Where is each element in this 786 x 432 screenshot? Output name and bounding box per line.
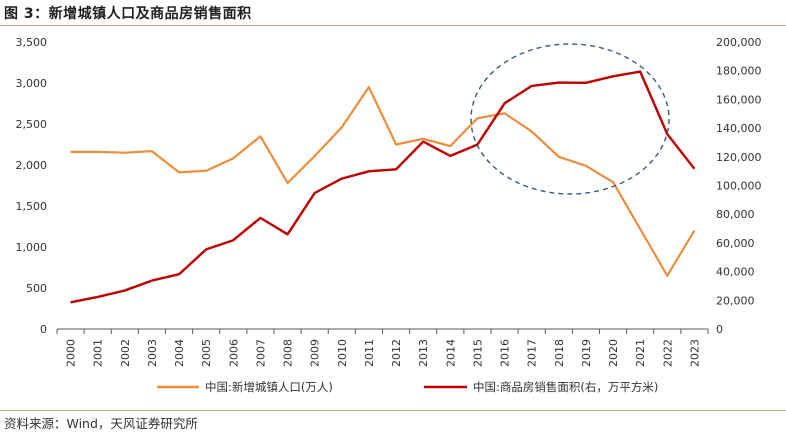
legend-label-commercial-housing-sales: 中国:商品房销售面积(右，万平方米)	[473, 380, 658, 394]
left-axis-tick-label: 3,500	[16, 36, 48, 49]
x-axis-ticks: 2000 2001 2002 2003 2004 2005 2006 2007 2008 2009…	[65, 339, 702, 367]
x-axis-tick-label: 2005	[200, 339, 213, 367]
x-axis-tick-label: 2002	[119, 339, 132, 367]
chart-lines	[70, 70, 696, 304]
right-axis-tick-label: 100,000	[716, 180, 762, 193]
right-axis-tick-label: 0	[716, 323, 723, 336]
right-axis-ticks: 0 20,000 40,000 60,000 80,000 100,000 120,000 1…	[716, 36, 762, 336]
right-axis-tick-label: 140,000	[716, 122, 762, 135]
source-note: 资料来源：Wind，天风证券研究所	[4, 416, 198, 431]
chart-title: 图 3：新增城镇人口及商品房销售面积	[4, 6, 252, 22]
right-axis-tick-label: 120,000	[716, 151, 762, 164]
right-axis-tick-label: 180,000	[716, 65, 762, 78]
left-axis-tick-label: 1,500	[16, 200, 48, 213]
right-axis-tick-label: 40,000	[716, 266, 755, 279]
x-axis-tick-label: 2014	[444, 339, 457, 367]
left-axis-tick-label: 1,000	[16, 241, 48, 254]
x-axis-tick-label: 2000	[65, 339, 78, 367]
x-axis-tick-label: 2011	[363, 339, 376, 367]
x-axis-tick-label: 2010	[336, 339, 349, 367]
x-axis-tick-label: 2008	[282, 339, 295, 367]
legend-label-new-urban-population: 中国:新增城镇人口(万人)	[205, 380, 333, 394]
title-rule	[0, 25, 786, 26]
highlight-ellipse	[470, 43, 670, 195]
x-axis-tick-label: 2006	[227, 339, 240, 367]
x-axis-tick-label: 2016	[499, 339, 512, 367]
chart-annotation	[470, 43, 670, 195]
x-axis-tick-label: 2004	[173, 339, 186, 367]
left-axis-tick-label: 500	[26, 282, 47, 295]
chart-axes	[56, 328, 709, 334]
right-axis-tick-label: 200,000	[716, 36, 762, 49]
footer-rule	[0, 410, 786, 411]
x-axis-tick-label: 2012	[390, 339, 403, 367]
right-axis-tick-label: 160,000	[716, 93, 762, 106]
x-axis-tick-label: 2001	[92, 339, 105, 367]
x-axis-tick-label: 2003	[146, 339, 159, 367]
left-axis-tick-label: 2,500	[16, 118, 48, 131]
right-axis-tick-label: 60,000	[716, 237, 755, 250]
x-axis-tick-label: 2015	[471, 339, 484, 367]
left-axis-ticks: 0 500 1,000 1,500 2,000 2,500 3,000 3,500	[16, 36, 48, 336]
x-axis-tick-label: 2022	[661, 339, 674, 367]
left-axis-tick-label: 3,000	[16, 77, 48, 90]
left-axis-tick-label: 2,000	[16, 159, 48, 172]
chart-legend: 中国:新增城镇人口(万人) 中国:商品房销售面积(右，万平方米)	[157, 380, 658, 394]
x-axis-tick-label: 2020	[607, 339, 620, 367]
x-axis-tick-label: 2007	[254, 339, 267, 367]
x-axis-tick-label: 2018	[553, 339, 566, 367]
x-axis-tick-label: 2009	[309, 339, 322, 367]
series-new-urban-population-line	[70, 85, 696, 277]
right-axis-tick-label: 20,000	[716, 294, 755, 307]
x-axis-tick-label: 2017	[526, 339, 539, 367]
x-axis-tick-label: 2019	[580, 339, 593, 367]
left-axis-tick-label: 0	[40, 323, 47, 336]
x-axis-tick-label: 2013	[417, 339, 430, 367]
x-axis-tick-label: 2023	[688, 339, 701, 367]
x-axis-tick-label: 2021	[634, 339, 647, 367]
right-axis-tick-label: 80,000	[716, 208, 755, 221]
series-commercial-housing-sales-line	[70, 70, 696, 304]
